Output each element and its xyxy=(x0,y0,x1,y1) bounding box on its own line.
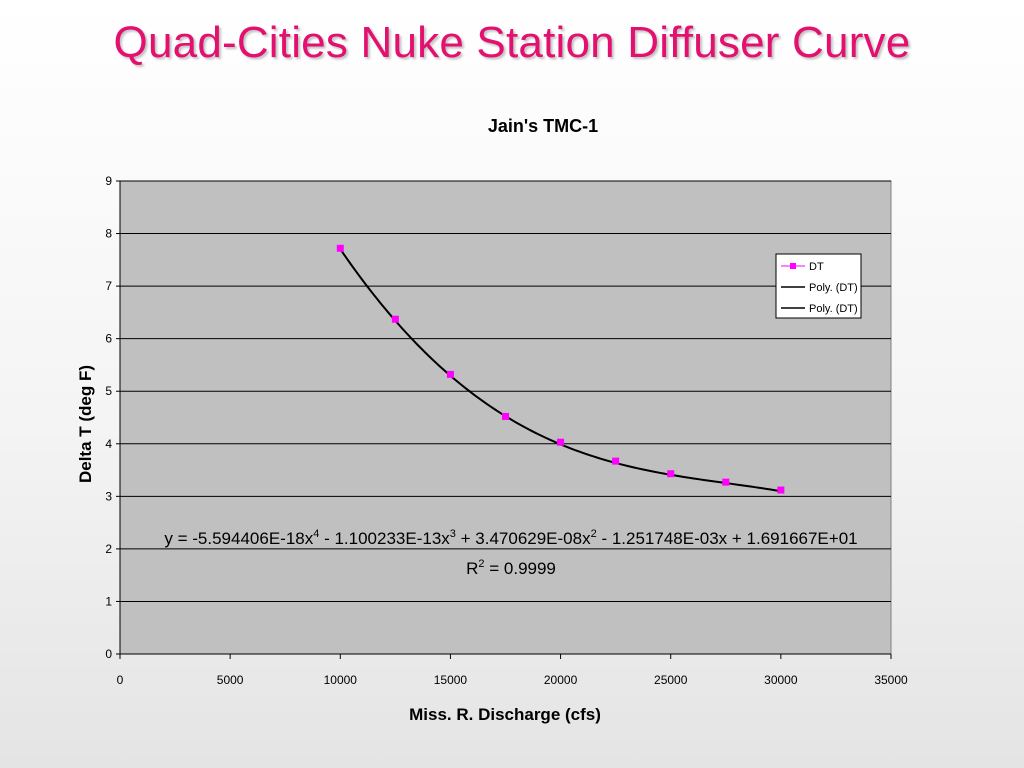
x-tick-label: 30000 xyxy=(764,673,798,687)
chart-title: Jain's TMC-1 xyxy=(488,116,598,136)
y-tick-label: 2 xyxy=(105,542,112,556)
data-points xyxy=(336,244,785,494)
x-tick-label: 20000 xyxy=(544,673,578,687)
equation-part: - 1.100233E-13x xyxy=(319,529,450,548)
data-point xyxy=(722,478,730,486)
y-tick-label: 8 xyxy=(105,227,112,241)
data-point xyxy=(557,438,565,446)
equation-part: y = -5.594406E-18x xyxy=(164,529,313,548)
legend-dt-marker xyxy=(790,263,796,269)
y-tick-label: 3 xyxy=(105,489,112,503)
x-tick-label: 5000 xyxy=(217,673,244,687)
equation-part: - 1.251748E-03x + 1.691667E+01 xyxy=(597,529,858,548)
data-point xyxy=(336,244,344,252)
r2-exponent: 2 xyxy=(478,558,484,570)
x-tick-label: 15000 xyxy=(434,673,468,687)
legend: DT Poly. (DT) Poly. (DT) xyxy=(775,253,862,319)
y-tick-label: 7 xyxy=(105,279,112,293)
equation-exponent: 3 xyxy=(450,528,456,540)
r-squared-text: R2 = 0.9999 xyxy=(466,558,556,578)
y-tick-label: 4 xyxy=(105,437,112,451)
x-tick-label: 0 xyxy=(117,673,124,687)
y-tick-label: 9 xyxy=(105,174,112,188)
x-tick-label: 35000 xyxy=(874,673,908,687)
legend-poly-label: Poly. (DT) xyxy=(809,303,858,315)
data-point xyxy=(612,457,620,465)
y-tick-label: 5 xyxy=(105,384,112,398)
equation-text: y = -5.594406E-18x4 - 1.100233E-13x3 + 3… xyxy=(164,528,857,548)
legend-dt-label: DT xyxy=(809,261,824,273)
data-point xyxy=(777,486,785,494)
x-tick-label: 25000 xyxy=(654,673,688,687)
x-axis-label: Miss. R. Discharge (cfs) xyxy=(409,705,601,724)
data-point xyxy=(446,370,454,378)
r2-part: R xyxy=(466,559,478,578)
trendline-equation: y = -5.594406E-18x4 - 1.100233E-13x3 + 3… xyxy=(164,528,857,578)
y-tick-label: 6 xyxy=(105,332,112,346)
y-tick-label: 0 xyxy=(105,647,112,661)
gridlines xyxy=(120,180,891,602)
data-point xyxy=(391,315,399,323)
y-axis-label: Delta T (deg F) xyxy=(76,365,95,483)
legend-poly-label: Poly. (DT) xyxy=(809,282,858,294)
y-tick-label: 1 xyxy=(105,594,112,608)
axes xyxy=(116,180,892,659)
x-tick-label: 10000 xyxy=(324,673,358,687)
slide-title: Quad-Cities Nuke Station Diffuser Curve xyxy=(113,18,911,67)
equation-part: + 3.470629E-08x xyxy=(456,529,591,548)
equation-exponent: 4 xyxy=(313,528,319,540)
equation-exponent: 2 xyxy=(591,528,597,540)
r2-part: = 0.9999 xyxy=(485,559,556,578)
data-point xyxy=(667,470,675,478)
data-point xyxy=(502,412,509,420)
tick-labels: 0 1 2 3 4 5 6 7 8 9 0 5000 10000 15000 20000 25000 30000… xyxy=(105,174,908,687)
